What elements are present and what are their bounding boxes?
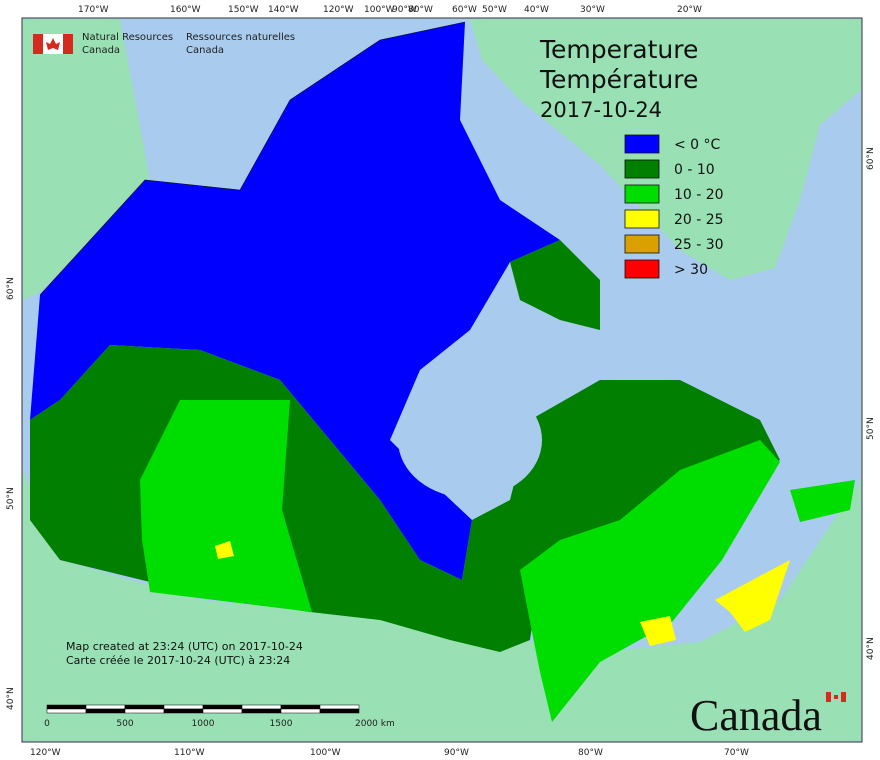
border-line — [39, 21, 466, 296]
scale-bar: 0 500 1000 1500 2000 km — [44, 704, 395, 729]
scale-segment — [202, 708, 243, 714]
flag-band — [826, 692, 831, 702]
longitude-label: 40°W — [524, 5, 549, 15]
legend-swatch — [624, 184, 660, 204]
alaska — [23, 19, 150, 300]
longitude-label: 30°W — [580, 5, 605, 15]
longitude-label: 140°W — [268, 5, 299, 15]
flag-band — [33, 34, 43, 54]
scale-segment — [163, 708, 204, 714]
title-date: 2017-10-24 — [540, 98, 662, 122]
region-20-25-maritimes — [715, 560, 790, 632]
title-fr: Température — [539, 65, 698, 94]
agency-en: Canada — [82, 45, 120, 56]
legend: < 0 °C 0 - 10 10 - 20 20 - 25 25 - 30 > 30 — [624, 134, 724, 279]
region-0-10-labrador — [510, 240, 600, 330]
scale-segment — [319, 708, 360, 714]
scale-segment — [85, 704, 126, 710]
credit: Carte créée le 2017-10-24 (UTC) à 23:24 — [66, 654, 290, 667]
scale-segment — [163, 704, 204, 710]
maple-leaf — [834, 695, 838, 699]
agency-fr: Ressources naturelles — [186, 32, 295, 43]
longitude-label: 50°W — [482, 5, 507, 15]
hudson-bay — [398, 382, 542, 498]
longitude-label: 170°W — [78, 5, 109, 15]
latitude-label: 50°N — [866, 417, 876, 440]
longitude-label: 60°W — [452, 5, 477, 15]
title-en: Temperature — [539, 35, 698, 64]
scale-label: 2000 km — [355, 719, 395, 729]
legend-label: 20 - 25 — [674, 212, 724, 228]
latitude-label: 50°N — [6, 487, 16, 510]
scale-segment — [46, 704, 87, 710]
flag-band — [841, 692, 846, 702]
credit: Map created at 23:24 (UTC) on 2017-10-24 — [66, 640, 303, 653]
longitude-label: 100°W — [364, 5, 395, 15]
region-10-20-prairies — [140, 400, 312, 612]
legend-label: 0 - 10 — [674, 162, 715, 178]
wordmark-flag — [826, 692, 846, 702]
legend-swatch — [624, 134, 660, 154]
scale-label: 0 — [44, 719, 50, 729]
scale-segment — [241, 708, 282, 714]
region-below-0 — [30, 22, 560, 580]
region-20-25-alberta — [215, 541, 234, 559]
scale-segment — [241, 704, 282, 710]
scale-label: 500 — [116, 719, 133, 729]
longitude-label: 120°W — [30, 748, 61, 758]
united-states — [23, 470, 861, 741]
longitude-label: 90°W — [444, 748, 469, 758]
scale-label: 1500 — [270, 719, 293, 729]
legend-label: < 0 °C — [674, 137, 721, 153]
agency-fr: Canada — [186, 45, 224, 56]
flag-logo — [33, 34, 73, 54]
region-10-20-east — [520, 440, 780, 722]
legend-swatch — [624, 209, 660, 229]
legend-label: 10 - 20 — [674, 187, 724, 203]
scale-label: 1000 — [192, 719, 215, 729]
latitude-label: 60°N — [6, 277, 16, 300]
latitude-label: 40°N — [866, 637, 876, 660]
region-20-25-south — [640, 616, 676, 646]
legend-label: > 30 — [674, 262, 708, 278]
scale-segment — [202, 704, 243, 710]
agency-en: Natural Resources — [82, 32, 173, 43]
latitude-label: 60°N — [866, 147, 876, 170]
longitude-label: 20°W — [677, 5, 702, 15]
legend-label: 25 - 30 — [674, 237, 724, 253]
scale-segment — [280, 704, 321, 710]
legend-swatch — [624, 259, 660, 279]
longitude-label: 90°W — [392, 5, 417, 15]
scale-segment — [319, 704, 360, 710]
longitude-label: 70°W — [724, 748, 749, 758]
legend-swatch — [624, 159, 660, 179]
region-10-20-newfoundland — [790, 480, 855, 522]
scale-segment — [124, 708, 165, 714]
greenland — [470, 19, 861, 280]
scale-segment — [280, 708, 321, 714]
flag-band — [63, 34, 73, 54]
maple-leaf — [46, 38, 60, 50]
wordmark: Canada — [690, 691, 822, 740]
scale-segment — [85, 708, 126, 714]
longitude-label: 120°W — [323, 5, 354, 15]
longitude-label: 150°W — [228, 5, 259, 15]
scale-segment — [124, 704, 165, 710]
longitude-label: 80°W — [578, 748, 603, 758]
latitude-label: 40°N — [6, 687, 16, 710]
longitude-label: 160°W — [170, 5, 201, 15]
legend-swatch — [624, 234, 660, 254]
scale-segment — [46, 708, 87, 714]
longitude-label: 110°W — [174, 748, 205, 758]
longitude-label: 100°W — [310, 748, 341, 758]
graticule-labels: 170°W 160°W 150°W 140°W 120°W 100°W90°W80°W 60… — [6, 5, 876, 758]
longitude-label: 80°W — [408, 5, 433, 15]
